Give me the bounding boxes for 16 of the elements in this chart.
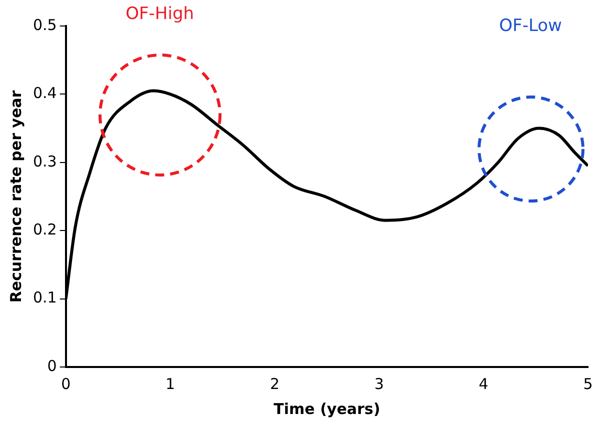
y-tick-label: 0: [47, 356, 57, 375]
y-tick-label: 0.4: [32, 84, 57, 102]
x-tick-label: 1: [166, 374, 176, 393]
x-axis-title: Time (years): [274, 400, 380, 418]
y-tick-label: 0.3: [32, 152, 57, 170]
y-tick-label: 0.1: [32, 288, 57, 307]
annotation: OF-Low: [499, 16, 562, 36]
x-tick-label: 3: [374, 374, 384, 393]
x-tick-label: 2: [270, 374, 280, 393]
text: OF-High: [126, 4, 194, 24]
x-tick-label: 0: [61, 374, 71, 393]
x-tick-label: 5: [583, 374, 593, 393]
y-axis-title: Recurrence rate per year: [6, 90, 25, 303]
x-tick-label: 4: [478, 374, 488, 393]
y-tick-label: 0.5: [32, 16, 57, 34]
y-tick-label: 0.2: [32, 220, 57, 238]
